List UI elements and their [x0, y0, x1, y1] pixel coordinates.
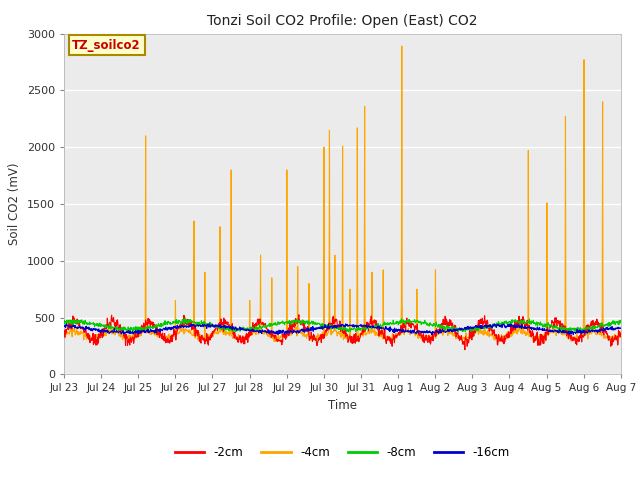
Y-axis label: Soil CO2 (mV): Soil CO2 (mV)	[8, 163, 21, 245]
Title: Tonzi Soil CO2 Profile: Open (East) CO2: Tonzi Soil CO2 Profile: Open (East) CO2	[207, 14, 477, 28]
X-axis label: Time: Time	[328, 399, 357, 412]
Text: TZ_soilco2: TZ_soilco2	[72, 39, 141, 52]
Legend: -2cm, -4cm, -8cm, -16cm: -2cm, -4cm, -8cm, -16cm	[170, 442, 515, 464]
